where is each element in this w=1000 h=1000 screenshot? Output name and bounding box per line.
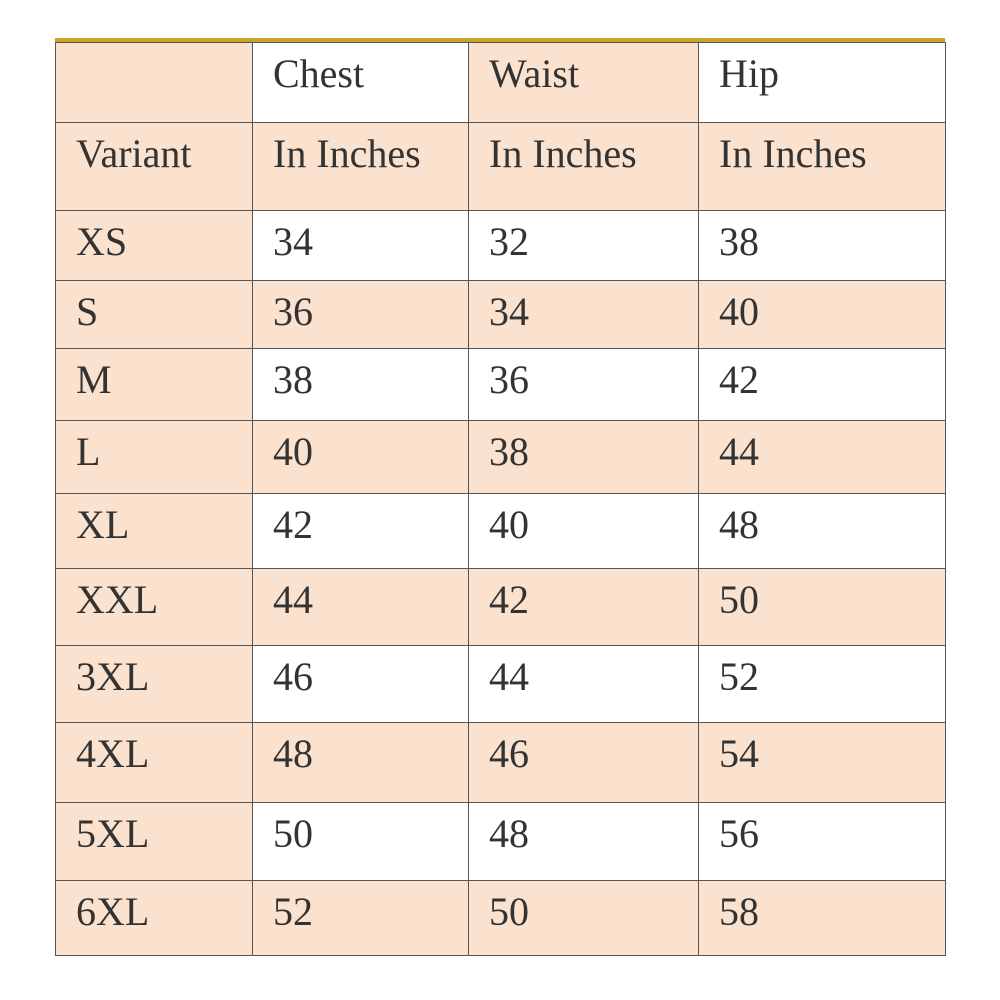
column-unit: In Inches bbox=[252, 122, 469, 211]
column-name: Hip bbox=[698, 42, 946, 123]
value-cell: 56 bbox=[698, 802, 946, 881]
value-cell: 42 bbox=[468, 568, 699, 646]
value-cell: 44 bbox=[252, 568, 469, 646]
value-cell: 46 bbox=[468, 722, 699, 803]
variant-cell: 4XL bbox=[55, 722, 253, 803]
top-border bbox=[55, 38, 945, 42]
value-cell: 38 bbox=[252, 348, 469, 421]
corner-cell bbox=[55, 42, 253, 123]
row-header: Variant bbox=[55, 122, 253, 211]
value-cell: 34 bbox=[468, 280, 699, 349]
column-unit: In Inches bbox=[698, 122, 946, 211]
variant-cell: L bbox=[55, 420, 253, 494]
value-cell: 40 bbox=[468, 493, 699, 569]
variant-cell: XS bbox=[55, 210, 253, 281]
value-cell: 52 bbox=[252, 880, 469, 956]
variant-cell: M bbox=[55, 348, 253, 421]
variant-cell: 5XL bbox=[55, 802, 253, 881]
value-cell: 44 bbox=[468, 645, 699, 723]
column-name: Waist bbox=[468, 42, 699, 123]
variant-cell: XL bbox=[55, 493, 253, 569]
value-cell: 50 bbox=[698, 568, 946, 646]
value-cell: 38 bbox=[468, 420, 699, 494]
value-cell: 42 bbox=[698, 348, 946, 421]
value-cell: 38 bbox=[698, 210, 946, 281]
variant-cell: 6XL bbox=[55, 880, 253, 956]
value-cell: 40 bbox=[698, 280, 946, 349]
column-name: Chest bbox=[252, 42, 469, 123]
value-cell: 44 bbox=[698, 420, 946, 494]
column-unit: In Inches bbox=[468, 122, 699, 211]
value-cell: 42 bbox=[252, 493, 469, 569]
value-cell: 54 bbox=[698, 722, 946, 803]
value-cell: 58 bbox=[698, 880, 946, 956]
variant-cell: 3XL bbox=[55, 645, 253, 723]
variant-cell: XXL bbox=[55, 568, 253, 646]
value-cell: 36 bbox=[252, 280, 469, 349]
value-cell: 50 bbox=[468, 880, 699, 956]
value-cell: 50 bbox=[252, 802, 469, 881]
value-cell: 46 bbox=[252, 645, 469, 723]
value-cell: 48 bbox=[698, 493, 946, 569]
value-cell: 34 bbox=[252, 210, 469, 281]
value-cell: 40 bbox=[252, 420, 469, 494]
value-cell: 48 bbox=[252, 722, 469, 803]
value-cell: 52 bbox=[698, 645, 946, 723]
variant-cell: S bbox=[55, 280, 253, 349]
value-cell: 48 bbox=[468, 802, 699, 881]
value-cell: 36 bbox=[468, 348, 699, 421]
value-cell: 32 bbox=[468, 210, 699, 281]
